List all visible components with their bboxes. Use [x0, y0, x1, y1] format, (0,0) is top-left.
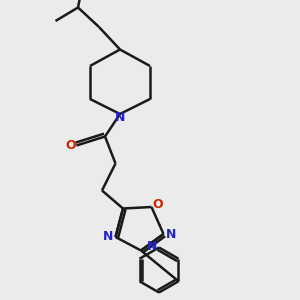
Text: N: N [166, 227, 176, 241]
Text: N: N [115, 111, 125, 124]
Text: N: N [147, 239, 158, 253]
Text: O: O [65, 139, 76, 152]
Text: N: N [103, 230, 113, 244]
Text: O: O [153, 198, 164, 211]
